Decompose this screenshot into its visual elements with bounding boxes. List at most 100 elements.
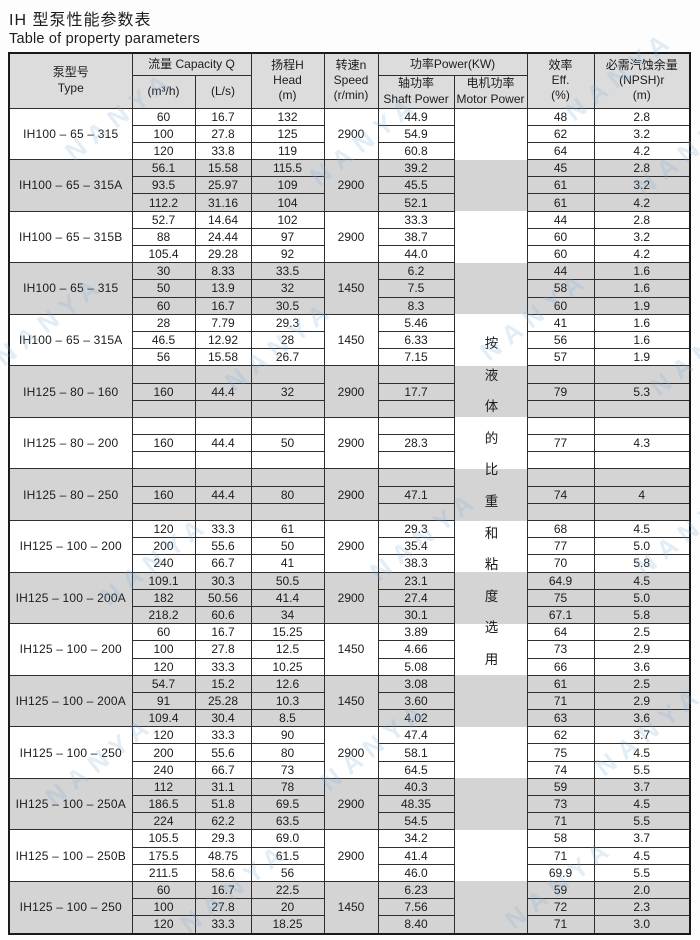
table-row: 88 24.44 97 38.7 60 3.2 [9,227,691,247]
motor-power-cell [453,486,528,504]
capacity-m3h-cell: 109.4 [131,709,196,728]
efficiency-cell: 56 [526,330,595,350]
page-header: IH 型泵性能参数表 Table of property parameters [9,6,200,47]
efficiency-cell: 72 [526,898,595,917]
motor-power-cell [453,400,528,418]
table-row: 50 13.9 32 7.5 58 1.6 [9,279,691,298]
efficiency-cell: 59 [526,880,595,900]
speed-cell: 1450 [323,880,379,935]
parameters-table: 泵型号 Type 流量 Capacity Q 扬程H Head (m) 转速n Speed (r… [8,52,692,935]
capacity-m3h-cell: 60 [131,623,196,642]
efficiency-cell: 44 [526,210,595,229]
pump-type-cell: IH125 – 100 – 250 [8,880,133,935]
npsh-cell [593,365,691,384]
table-row [9,502,691,522]
head-cell: 78 [250,777,325,797]
capacity-m3h-cell: 120 [131,141,196,161]
shaft-power-cell: 54.9 [377,124,455,143]
table-row [9,451,691,470]
shaft-power-cell: 54.5 [377,812,455,831]
speed-cell: 2900 [323,210,379,264]
head-cell: 80 [250,485,325,504]
table-row: 100 27.8 125 54.9 62 3.2 [9,124,691,143]
table-row: IH125 – 100 – 250A 112 31.1 78 2900 40.3 59 3.7 [8,777,691,831]
head-cell: 69.0 [250,829,325,848]
capacity-m3h-cell: 54.7 [131,674,196,693]
head-cell: 15.25 [250,623,325,642]
head-cell: 33.5 [250,262,325,281]
shaft-power-cell: 27.4 [377,588,455,607]
head-cell: 92 [250,244,325,264]
shaft-power-cell: 58.1 [377,743,455,762]
shaft-power-cell: 3.60 [377,691,455,711]
header-shaft-power: 轴功率 Shaft Power [377,74,455,109]
efficiency-cell: 71 [526,691,595,711]
table-row: IH125 – 80 – 250 2900 [8,468,691,521]
npsh-cell: 3.2 [593,124,691,143]
efficiency-cell: 60 [526,244,595,264]
table-row: 160 44.4 32 17.7 79 5.3 [9,382,691,401]
capacity-m3h-cell: 105.4 [131,244,196,264]
efficiency-cell: 73 [526,794,595,814]
header-capacity-m3h: (m³/h) [131,74,196,109]
head-cell: 104 [250,193,325,212]
table-row [9,399,691,418]
shaft-power-cell: 5.08 [377,657,455,676]
speed-cell: 2900 [323,159,379,212]
shaft-power-cell: 7.5 [377,279,455,298]
table-row: IH125 – 100 – 250 120 33.3 90 2900 47.4 62 3.7 [8,726,691,779]
motor-power-cell [453,297,528,315]
shaft-power-cell [377,468,455,487]
efficiency-cell: 68 [526,519,595,539]
efficiency-cell: 61 [526,674,595,693]
head-cell: 8.5 [250,709,325,728]
efficiency-cell: 71 [526,846,595,865]
npsh-cell: 5.3 [593,382,691,401]
header-motor-power: 电机功率 Motor Power [453,74,528,109]
shaft-power-cell: 33.3 [377,210,455,229]
capacity-ls-cell: 29.3 [194,829,252,848]
capacity-ls-cell: 55.6 [194,743,252,762]
capacity-m3h-cell [131,399,196,418]
capacity-m3h-cell: 60 [131,107,196,126]
head-cell [250,365,325,384]
pump-type-cell: IH100 – 65 – 315 [8,262,133,315]
capacity-m3h-cell: 60 [131,880,196,900]
motor-power-cell [453,709,528,727]
head-cell: 10.3 [250,691,325,711]
table-row: 91 25.28 10.3 3.60 71 2.9 [9,691,691,711]
pump-type-cell: IH125 – 100 – 200 [8,623,133,676]
head-cell: 132 [250,107,325,126]
npsh-cell: 3.6 [593,709,691,728]
table-row: IH100 – 65 – 315A 28 7.79 29.3 1450 5.46 41 1.6 [8,313,691,367]
speed-cell: 1450 [323,313,379,367]
efficiency-cell: 71 [526,915,595,934]
shaft-power-cell: 17.7 [377,382,455,401]
capacity-ls-cell: 31.16 [194,193,252,212]
motor-power-cell [453,743,528,762]
motor-power-cell [453,537,528,555]
head-cell: 50 [250,537,325,556]
motor-power-cell [453,572,528,590]
pump-type-cell: IH100 – 65 – 315A [8,313,133,367]
head-cell: 73 [250,760,325,779]
head-cell: 30.5 [250,296,325,315]
shaft-power-cell: 64.5 [377,760,455,779]
efficiency-cell: 69.9 [526,863,595,882]
capacity-ls-cell [194,451,252,470]
shaft-power-cell: 60.8 [377,141,455,161]
table-row: IH100 – 65 – 315 60 16.7 132 2900 44.9 48 2.8 [8,107,691,161]
motor-power-cell [453,125,528,143]
shaft-power-cell [377,451,455,470]
efficiency-cell: 71 [526,812,595,831]
npsh-cell [593,451,691,470]
table-row: 93.5 25.97 109 45.5 61 3.2 [9,176,691,195]
header-capacity: 流量 Capacity Q [131,52,252,76]
capacity-ls-cell: 33.8 [194,141,252,161]
capacity-m3h-cell: 120 [131,519,196,539]
table-row: 105.4 29.28 92 44.0 60 4.2 [9,244,691,264]
capacity-m3h-cell: 100 [131,124,196,143]
capacity-ls-cell: 16.7 [194,296,252,315]
npsh-cell [593,468,691,487]
npsh-cell: 3.6 [593,657,691,676]
